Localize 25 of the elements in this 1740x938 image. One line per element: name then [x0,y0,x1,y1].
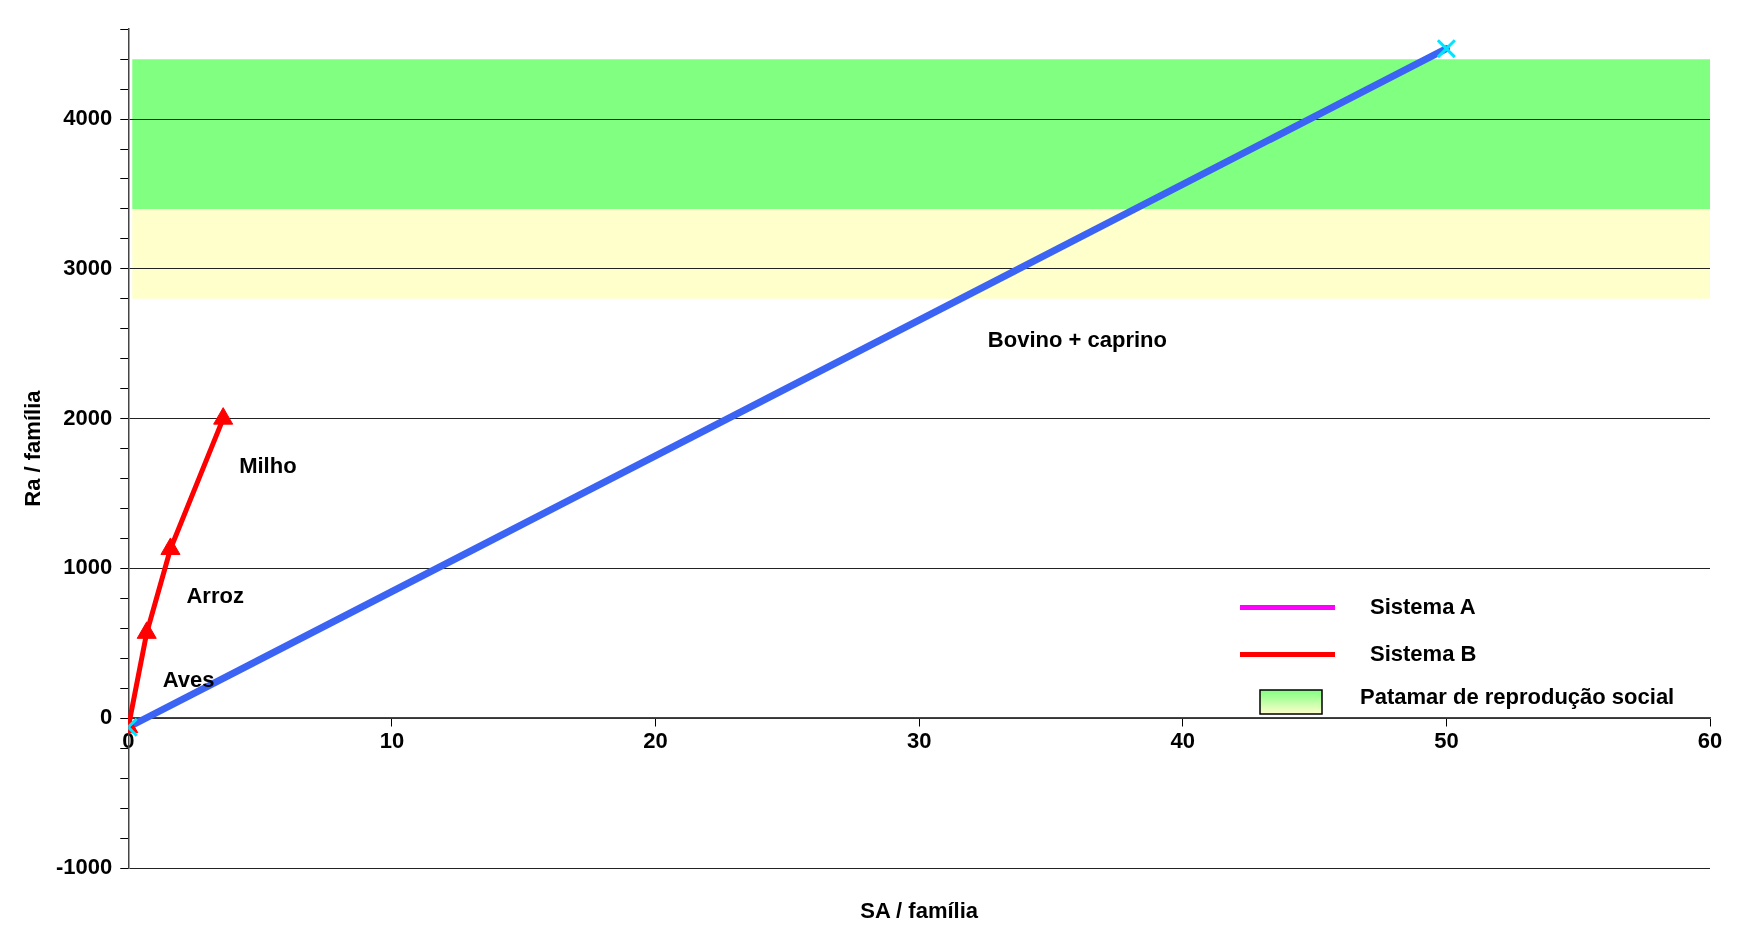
x-tick-label: 30 [906,728,932,754]
point [136,621,157,639]
annotation: Arroz [186,583,244,609]
x-tick-label: 50 [1434,728,1459,754]
annotation: Bovino + caprino [987,326,1167,352]
x-tick-label: 10 [379,728,405,754]
point [1436,38,1457,59]
x-axis-title: SA / família [860,898,979,924]
y-tick-label: 4000 [63,105,113,131]
annotation: Aves [162,666,215,692]
y-tick-label: 0 [100,704,113,730]
y-axis-title: Ra / família [20,389,46,507]
legend-label: Sistema A [1370,593,1476,619]
point [213,407,234,425]
x-tick-label: 40 [1170,728,1195,754]
y-tick-label: -1000 [55,854,113,880]
y-tick-label: 3000 [63,254,113,280]
y-tick-label: 1000 [63,554,113,580]
legend-label: Patamar de reprodução social [1360,683,1675,709]
annotation: Milho [239,452,297,478]
point [160,537,181,555]
y-tick-label: 2000 [63,404,113,430]
legend-label: Sistema B [1370,640,1477,666]
x-tick-label: 20 [643,728,668,754]
x-tick-label: 60 [1697,728,1723,754]
